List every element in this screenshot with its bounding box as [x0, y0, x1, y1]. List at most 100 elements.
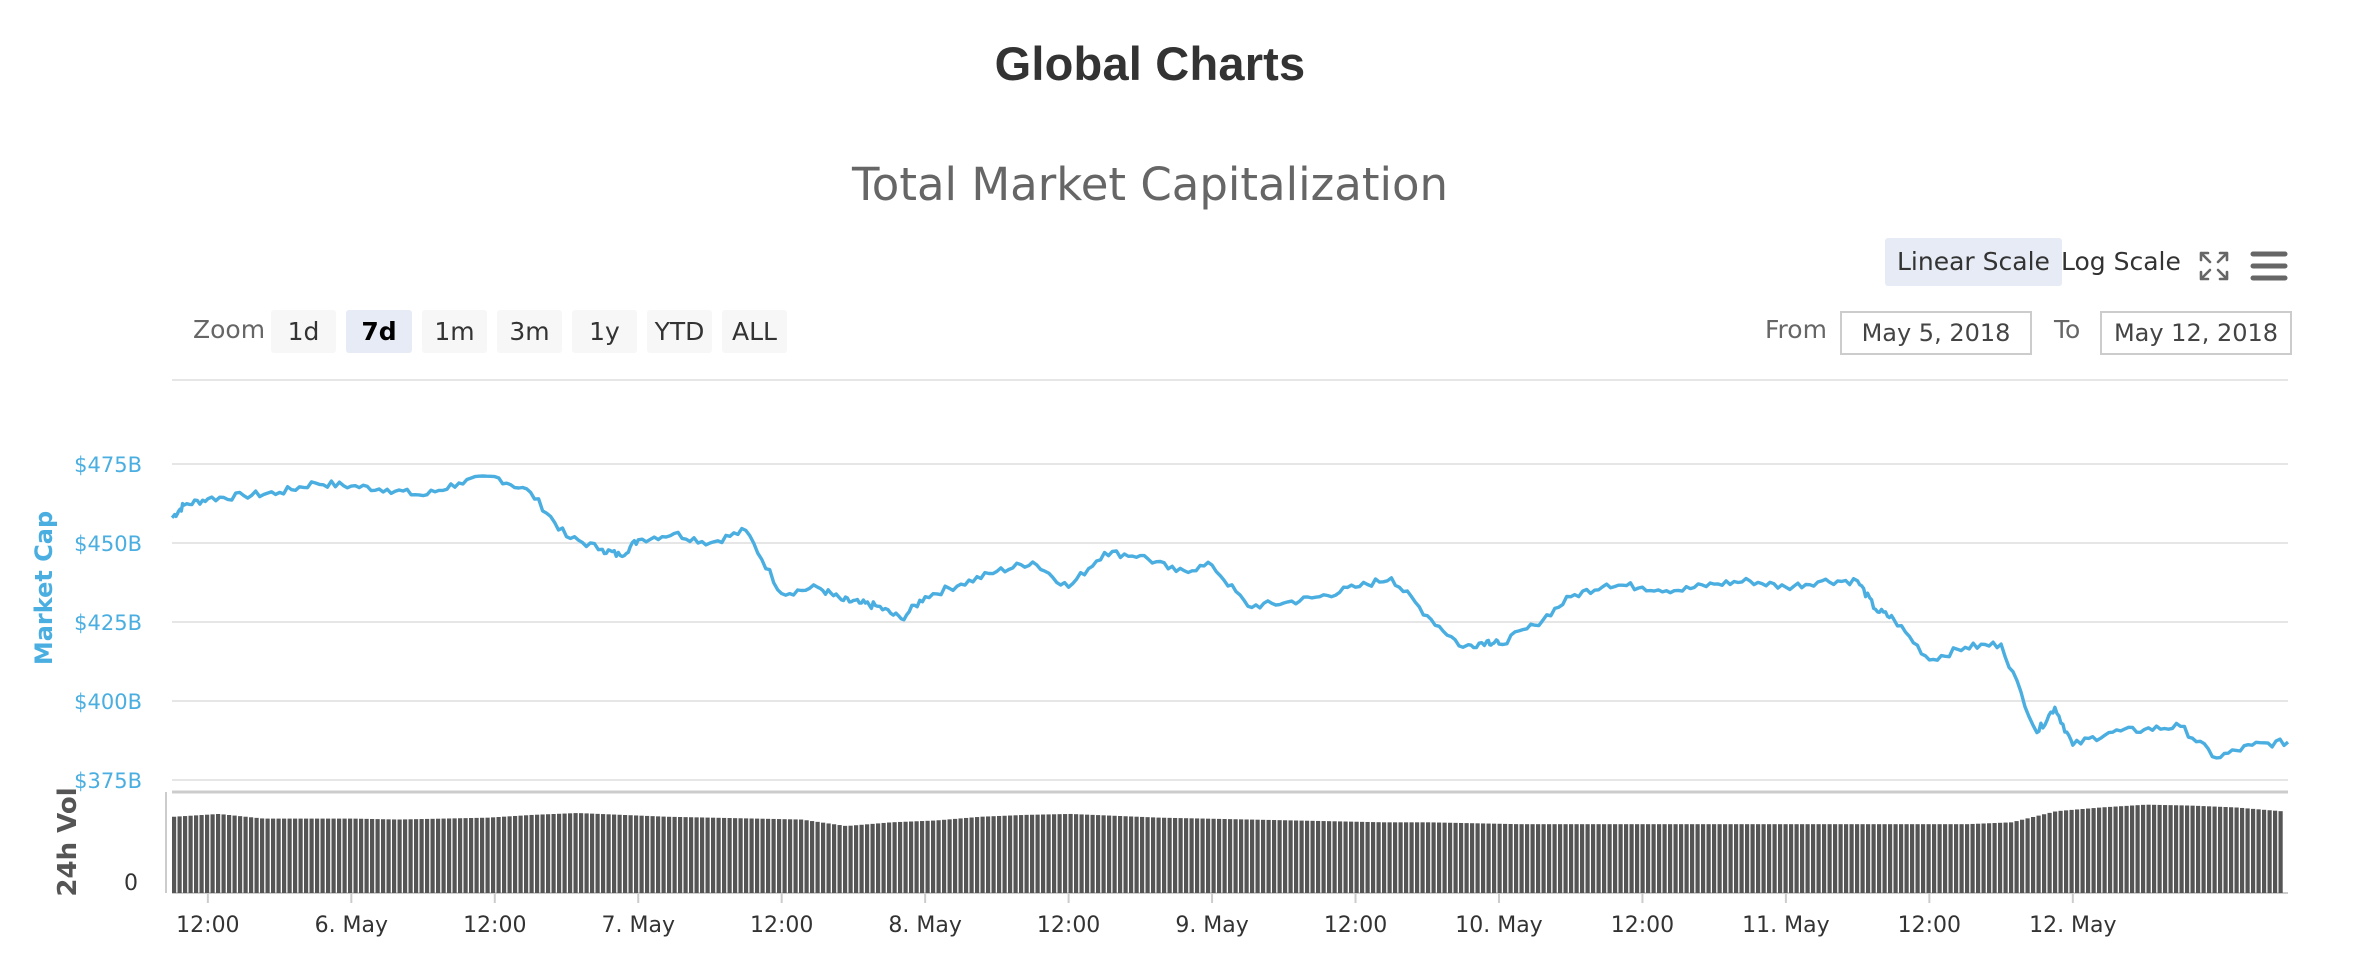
- volume-bar: [1668, 824, 1673, 893]
- volume-bar: [1486, 823, 1491, 893]
- volume-bar: [590, 813, 595, 893]
- volume-bar: [667, 816, 672, 893]
- zoom-3m-button[interactable]: 3m: [497, 310, 562, 353]
- volume-bar: [2036, 815, 2041, 893]
- volume-bar: [397, 819, 402, 893]
- zoom-1m-button[interactable]: 1m: [422, 310, 487, 353]
- volume-bar: [1739, 824, 1744, 893]
- volume-bar: [1129, 816, 1134, 893]
- volume-bar: [969, 817, 974, 893]
- x-tick-label: 7. May: [602, 913, 675, 938]
- volume-bar: [1107, 815, 1112, 893]
- volume-bar: [2119, 806, 2124, 893]
- volume-bar: [221, 814, 226, 893]
- volume-bar: [1398, 822, 1403, 893]
- volume-bar: [1662, 824, 1667, 893]
- volume-bar: [551, 814, 556, 893]
- volume-bar: [1459, 822, 1464, 893]
- volume-bar: [1101, 815, 1106, 893]
- volume-bar: [1827, 824, 1832, 893]
- volume-bar: [1118, 816, 1123, 893]
- volume-bar: [1893, 824, 1898, 893]
- volume-bar: [2014, 821, 2019, 893]
- volume-bar: [1613, 824, 1618, 893]
- volume-bar: [1959, 824, 1964, 893]
- hamburger-menu-icon[interactable]: [2250, 250, 2288, 282]
- volume-bar: [293, 818, 298, 893]
- linear-scale-button[interactable]: Linear Scale: [1885, 238, 2062, 286]
- volume-bar: [1723, 824, 1728, 893]
- volume-bar: [2020, 819, 2025, 893]
- zoom-ytd-button[interactable]: YTD: [647, 310, 712, 353]
- zoom-7d-button[interactable]: 7d: [346, 310, 412, 353]
- volume-bar: [1283, 820, 1288, 893]
- volume-bar: [810, 821, 815, 893]
- volume-bar: [309, 818, 314, 893]
- volume-axis-title: 24h Vol: [53, 787, 83, 896]
- volume-bar: [2168, 805, 2173, 893]
- y-tick-label: $475B: [74, 453, 142, 477]
- volume-bar: [243, 816, 248, 893]
- volume-bar: [370, 818, 375, 893]
- fullscreen-icon[interactable]: [2198, 250, 2230, 282]
- volume-bar: [188, 815, 193, 893]
- zoom-all-button[interactable]: ALL: [722, 310, 787, 353]
- volume-bar: [1695, 824, 1700, 893]
- volume-bar: [2234, 807, 2239, 893]
- volume-bar: [172, 816, 177, 893]
- volume-bar: [1514, 824, 1519, 893]
- volume-bar: [1415, 822, 1420, 893]
- volume-bar: [1217, 818, 1222, 893]
- volume-bar: [232, 815, 237, 893]
- volume-bar: [1404, 822, 1409, 893]
- volume-bar: [1519, 824, 1524, 893]
- to-date-input[interactable]: May 12, 2018: [2100, 311, 2292, 355]
- volume-bar: [1294, 820, 1299, 893]
- volume-bar: [1591, 824, 1596, 893]
- volume-bar: [1937, 824, 1942, 893]
- volume-bar: [1717, 824, 1722, 893]
- volume-bar: [848, 825, 853, 893]
- volume-bar: [1508, 824, 1513, 893]
- volume-bar: [1266, 819, 1271, 893]
- volume-bar: [1822, 824, 1827, 893]
- volume-bar: [1255, 819, 1260, 893]
- volume-bar: [920, 821, 925, 893]
- zoom-1y-button[interactable]: 1y: [572, 310, 637, 353]
- volume-bar: [403, 819, 408, 893]
- log-scale-button[interactable]: Log Scale: [2061, 247, 2181, 276]
- x-tick-label: 9. May: [1175, 913, 1248, 938]
- volume-bar: [694, 817, 699, 893]
- volume-bar: [1134, 816, 1139, 893]
- volume-bar: [1387, 822, 1392, 893]
- volume-bar: [1783, 824, 1788, 893]
- volume-bar: [744, 818, 749, 893]
- volume-bar: [1382, 822, 1387, 893]
- volume-bar: [870, 823, 875, 893]
- volume-bar: [2113, 806, 2118, 893]
- volume-bar: [1206, 818, 1211, 893]
- volume-bar: [1915, 824, 1920, 893]
- volume-bar: [727, 818, 732, 893]
- from-date-input[interactable]: May 5, 2018: [1840, 311, 2032, 355]
- volume-bar: [931, 820, 936, 893]
- volume-bar: [496, 816, 501, 893]
- volume-bar: [903, 821, 908, 893]
- volume-bar: [287, 818, 292, 893]
- volume-bar: [2064, 810, 2069, 893]
- volume-bar: [1200, 818, 1205, 893]
- gridlines: [165, 379, 2288, 894]
- volume-bar: [1860, 824, 1865, 893]
- volume-bar: [535, 814, 540, 893]
- volume-bar: [205, 814, 210, 893]
- volume-bar: [441, 818, 446, 893]
- volume-bar: [447, 818, 452, 893]
- zoom-1d-button[interactable]: 1d: [271, 310, 336, 353]
- volume-bar: [749, 818, 754, 893]
- volume-bar: [1673, 824, 1678, 893]
- volume-bar: [1140, 816, 1145, 893]
- volume-bar: [364, 818, 369, 893]
- volume-bar: [1035, 814, 1040, 893]
- volume-bar: [793, 819, 798, 893]
